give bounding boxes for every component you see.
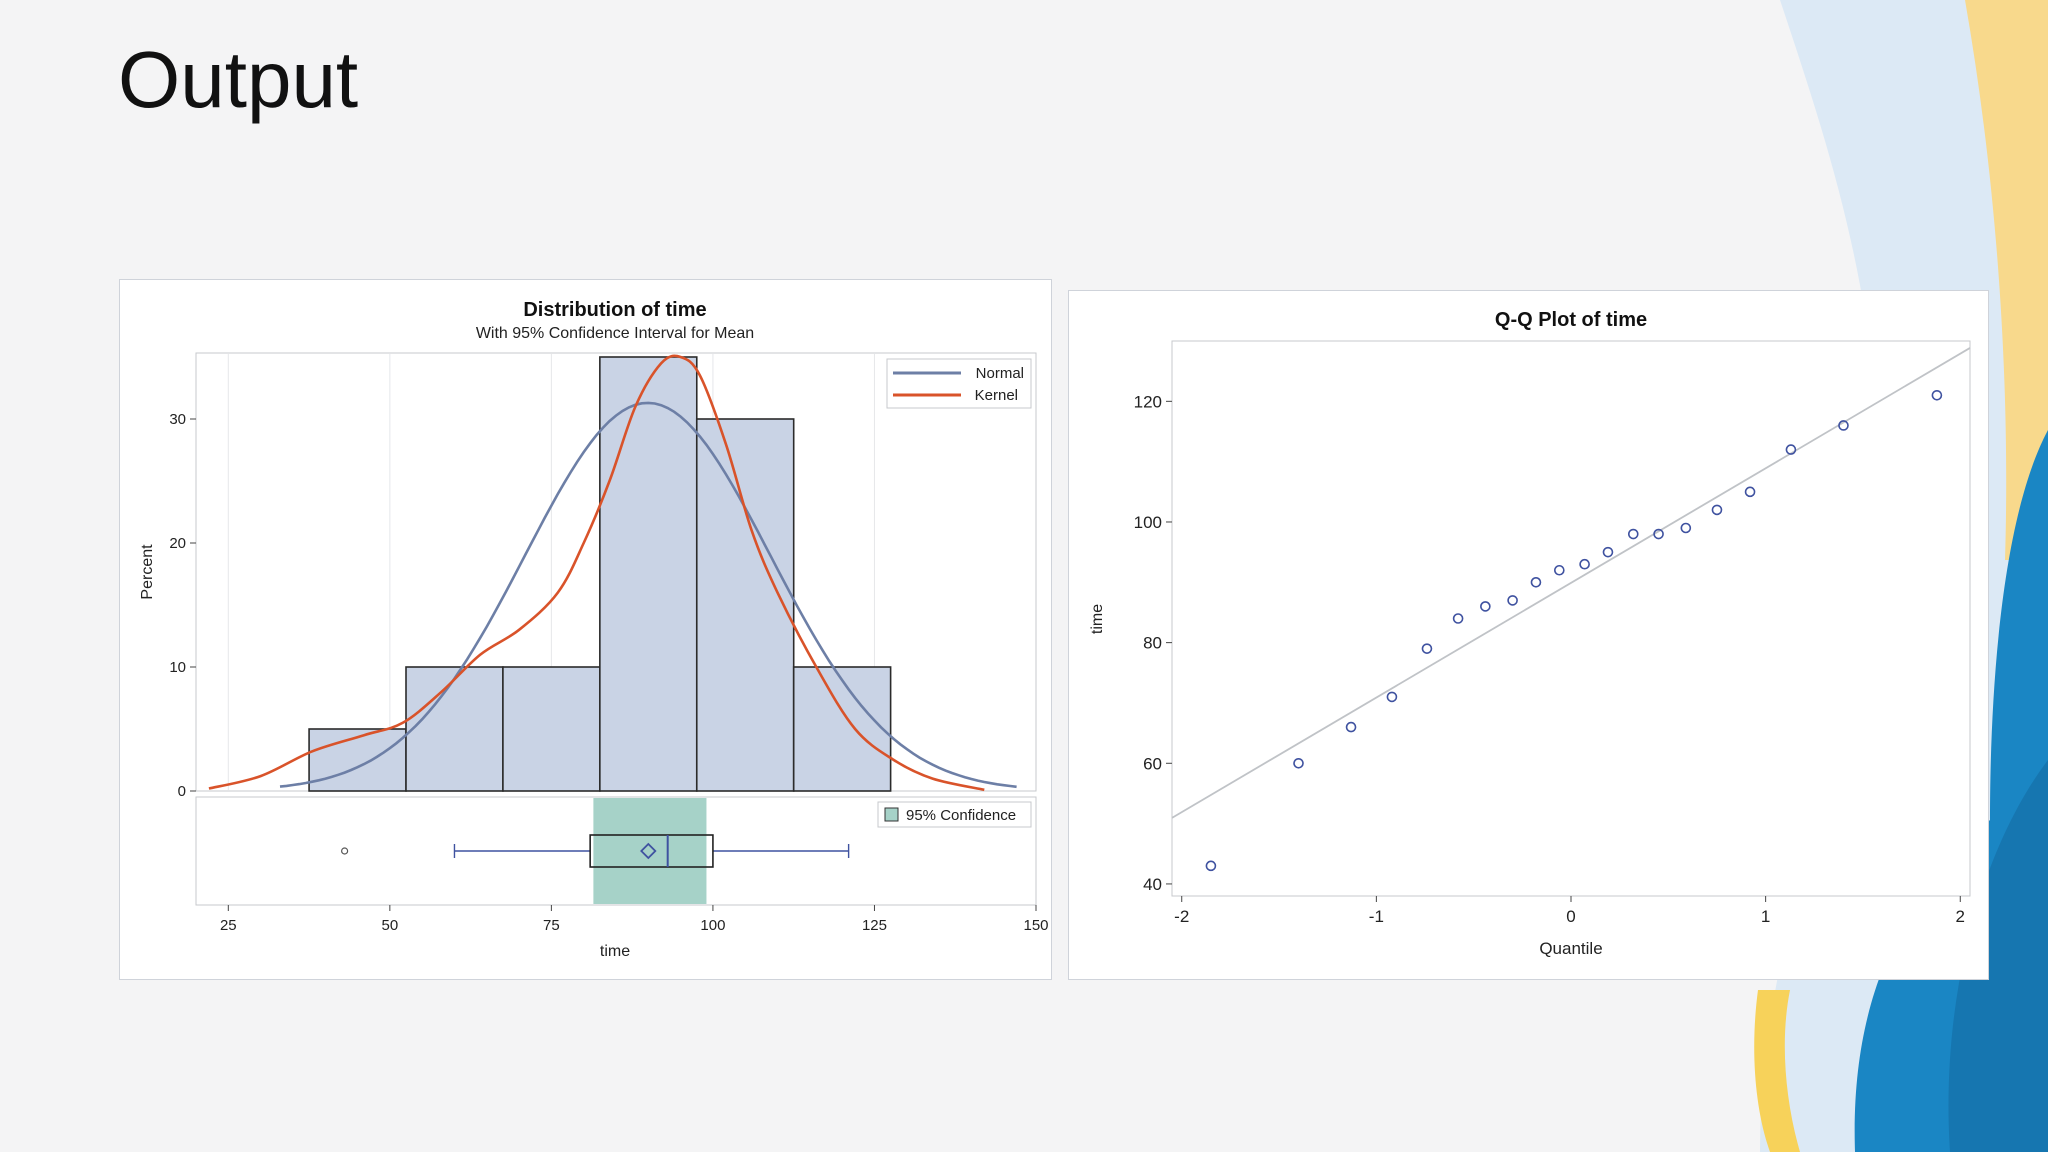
x-tick-label: 100: [700, 917, 725, 934]
qq-point: [1205, 860, 1217, 872]
x-tick-label: 125: [862, 917, 887, 934]
distribution-chart-panel: Distribution of time With 95% Confidence…: [119, 279, 1052, 980]
bg-blue-shape-dark: [1948, 760, 2048, 1152]
x-tick-label: 25: [220, 917, 237, 934]
confidence-legend-swatch: [884, 807, 899, 822]
curve-legend: Normal Kernel: [886, 358, 1032, 409]
y-tick-label: 120: [1134, 392, 1162, 411]
y-axis-ticks: 0 10 20 30: [169, 411, 196, 800]
chart-subtitle: With 95% Confidence Interval for Mean: [476, 325, 754, 342]
qq-point: [1579, 558, 1590, 570]
x-tick-label: 50: [382, 917, 399, 934]
qq-chart-panel: Q-Q Plot of time 40 60 80 100 120 -2 -1 0 1 2 ti…: [1068, 290, 1989, 980]
y-axis-label: Percent: [139, 544, 156, 600]
qq-point: [1452, 613, 1464, 624]
x-tick-label: -1: [1369, 907, 1384, 926]
x-tick-label: 2: [1956, 907, 1965, 926]
density-curves: [208, 354, 1017, 792]
qq-point: [1421, 643, 1433, 654]
chart-title: Q-Q Plot of time: [1495, 309, 1647, 331]
qq-point: [1744, 486, 1756, 498]
y-tick-label: 20: [169, 535, 186, 552]
reference-line: [1171, 347, 1971, 819]
confidence-legend: 95% Confidence: [877, 801, 1032, 828]
qq-chart: Q-Q Plot of time 40 60 80 100 120 -2 -1 0 1 2 ti…: [1089, 309, 1971, 958]
curve-legend-box: [886, 358, 1032, 409]
histogram-bar: [405, 666, 504, 792]
confidence-legend-label: 95% Confidence: [906, 807, 1016, 824]
qq-point: [1293, 757, 1304, 769]
x-axis-label: Quantile: [1539, 939, 1602, 958]
x-axis-ticks: 25 50 75 100 125 150: [220, 905, 1049, 934]
qq-point: [1627, 528, 1639, 540]
qq-point: [1680, 522, 1692, 534]
boxplot-mean-marker: [640, 842, 657, 860]
x-axis-label: time: [600, 943, 630, 960]
y-tick-label: 10: [169, 659, 186, 676]
bg-yellow-curve: [1754, 990, 1800, 1152]
confidence-band: [593, 798, 707, 904]
slide-title: Output: [118, 35, 359, 124]
qq-point: [1931, 389, 1943, 401]
kernel-curve: [208, 354, 985, 792]
qq-point: [1345, 721, 1357, 733]
qq-point: [1602, 546, 1614, 558]
qq-points: [1205, 389, 1943, 872]
boxplot-outlier: [341, 847, 349, 855]
histogram-bar: [502, 666, 601, 792]
histogram-bar: [695, 418, 795, 792]
y-tick-label: 0: [178, 783, 186, 800]
distribution-chart: Distribution of time With 95% Confidence…: [139, 299, 1049, 960]
y-axis-ticks: 40 60 80 100 120: [1134, 392, 1172, 894]
x-tick-label: 150: [1023, 917, 1048, 934]
x-tick-label: 0: [1566, 907, 1575, 926]
y-tick-label: 40: [1143, 875, 1162, 894]
x-tick-label: -2: [1174, 907, 1189, 926]
y-tick-label: 100: [1134, 513, 1162, 532]
qq-point: [1507, 595, 1518, 606]
histogram-bar: [599, 356, 698, 792]
legend-normal-label: Normal: [976, 365, 1024, 382]
y-tick-label: 60: [1143, 754, 1162, 773]
y-axis-label: time: [1089, 604, 1106, 634]
qq-point: [1653, 528, 1664, 540]
histogram-bar: [792, 666, 892, 792]
x-axis-ticks: -2 -1 0 1 2: [1174, 896, 1965, 926]
qq-point: [1554, 564, 1565, 576]
qq-plot-area: [1171, 340, 1971, 897]
qq-point: [1785, 444, 1797, 455]
qq-point: [1711, 504, 1723, 516]
qq-reference-line: [1171, 347, 1971, 819]
boxplot-box: [589, 834, 714, 868]
boxplot: [341, 798, 850, 904]
qq-point: [1530, 577, 1542, 588]
y-tick-label: 30: [169, 411, 186, 428]
y-tick-label: 80: [1143, 634, 1162, 653]
histogram-bars: [308, 356, 892, 792]
bg-yellow-shape: [1965, 0, 2048, 560]
qq-point: [1838, 420, 1849, 431]
qq-point: [1480, 601, 1491, 612]
chart-title: Distribution of time: [523, 299, 706, 321]
legend-kernel-label: Kernel: [975, 387, 1018, 404]
normal-curve: [279, 401, 1017, 789]
qq-point: [1386, 691, 1398, 703]
x-tick-label: 75: [543, 917, 560, 934]
confidence-legend-box: [877, 801, 1032, 828]
x-tick-label: 1: [1761, 907, 1770, 926]
